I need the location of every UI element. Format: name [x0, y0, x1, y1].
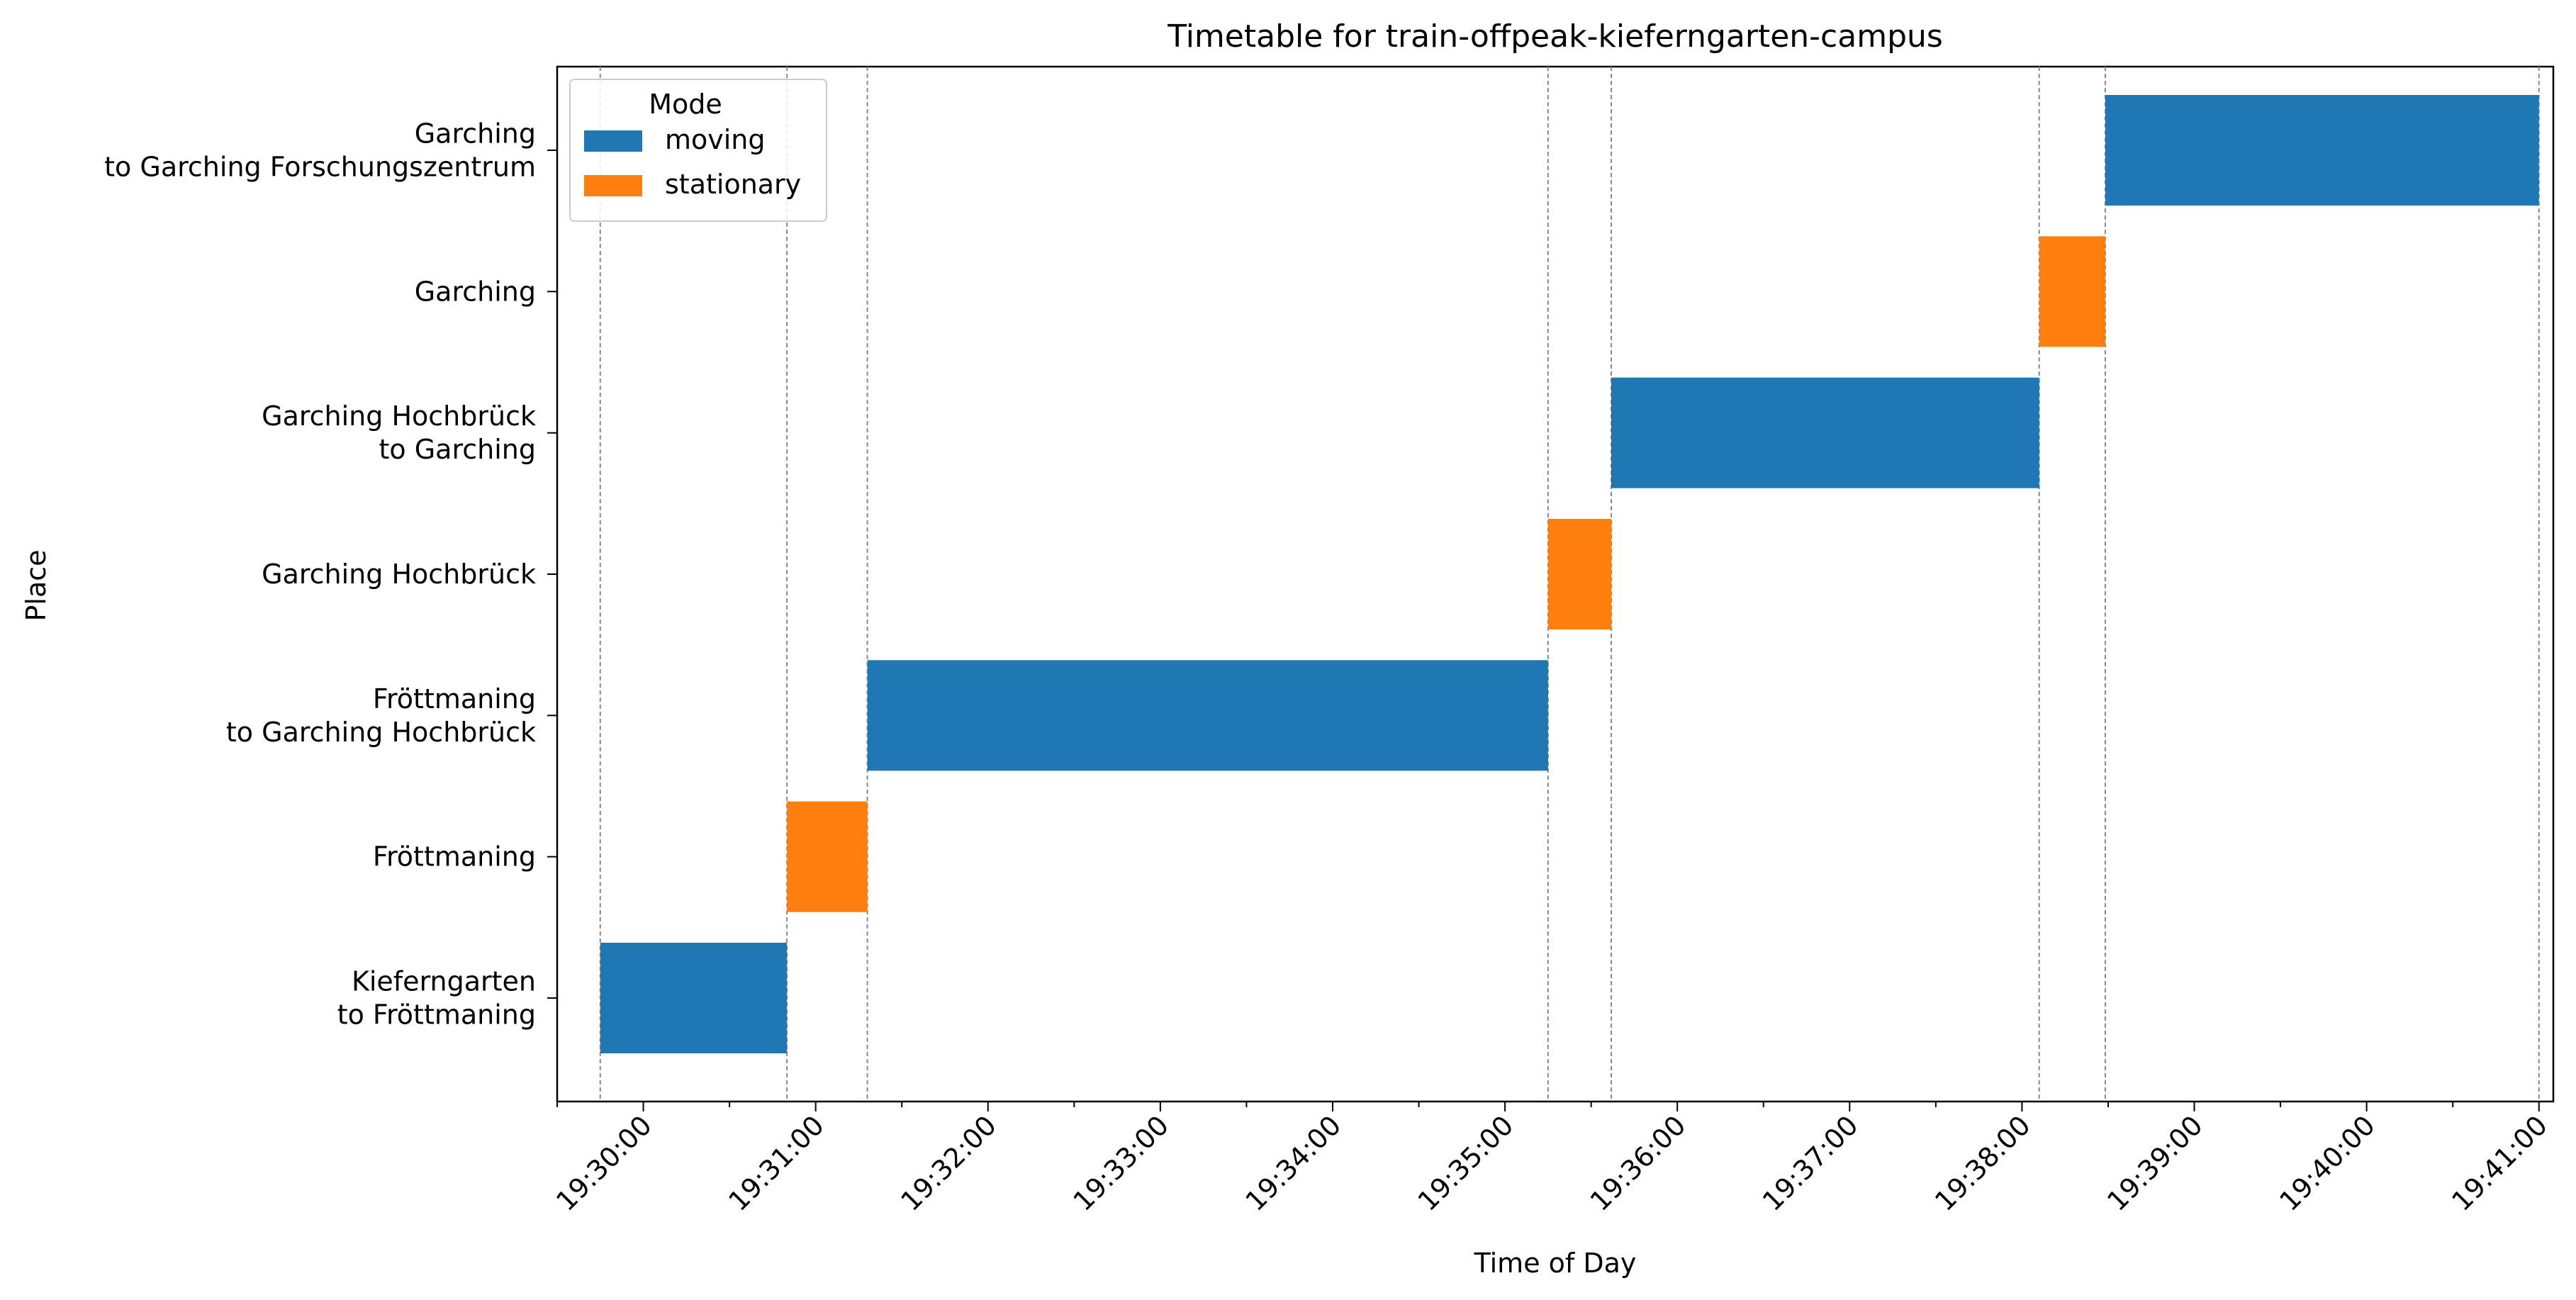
chart-title: Timetable for train-offpeak-kieferngarte… [1167, 18, 1943, 55]
y-tick-label: Garching to Garching Forschungszentrum [104, 118, 536, 183]
x-axis: 19:30:00 19:31:00 19:32:00 19:33:00 19:34:00… [550, 1102, 2553, 1217]
bar-moving-4 [1611, 377, 2039, 488]
legend-label-moving: moving [665, 124, 766, 155]
x-tick-label: 19:30:00 [550, 1109, 658, 1217]
x-tick-label: 19:34:00 [1240, 1109, 1348, 1217]
legend-swatch-moving [584, 130, 642, 152]
y-tick-label: Garching Hochbrück [262, 559, 536, 590]
bar-stationary-5 [2039, 236, 2105, 347]
bar-stationary-1 [787, 801, 868, 912]
bar-moving-0 [600, 943, 788, 1053]
x-tick-label: 19:41:00 [2446, 1109, 2553, 1217]
x-tick-label: 19:35:00 [1412, 1109, 1520, 1217]
y-axis-label: Place [21, 549, 52, 621]
y-tick-label: Garching [415, 276, 536, 307]
x-tick-label: 19:37:00 [1757, 1109, 1864, 1217]
x-tick-label: 19:38:00 [1929, 1109, 2037, 1217]
bars-group [600, 95, 2539, 1053]
legend: Mode moving stationary [569, 79, 827, 222]
bar-moving-2 [867, 660, 1548, 771]
x-tick-label: 19:33:00 [1067, 1109, 1175, 1217]
y-axis: Kieferngarten to Fröttmaning Fröttmaning Fr… [104, 118, 557, 1031]
bar-moving-6 [2105, 95, 2539, 206]
x-tick-label: 19:32:00 [895, 1109, 1002, 1217]
legend-label-stationary: stationary [665, 169, 801, 200]
x-tick-label: 19:39:00 [2101, 1109, 2209, 1217]
y-tick-label: Fröttmaning to Garching Hochbrück [226, 683, 536, 748]
legend-swatch-stationary [584, 175, 642, 196]
y-tick-label: Garching Hochbrück to Garching [262, 400, 536, 465]
x-axis-label: Time of Day [1474, 1248, 1637, 1279]
x-tick-label: 19:40:00 [2273, 1109, 2381, 1217]
x-tick-label: 19:36:00 [1584, 1109, 1692, 1217]
x-tick-label: 19:31:00 [722, 1109, 830, 1217]
plot-frame [556, 65, 2555, 1103]
legend-title: Mode [649, 89, 722, 120]
y-tick-label: Fröttmaning [373, 841, 536, 873]
bar-stationary-3 [1547, 519, 1612, 629]
y-tick-label: Kieferngarten to Fröttmaning [337, 966, 536, 1031]
